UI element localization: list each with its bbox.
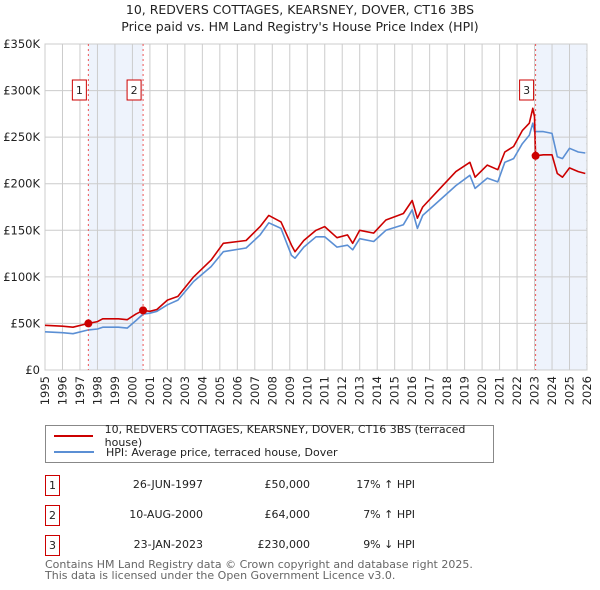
y-tick-label: £50K — [11, 316, 41, 330]
x-tick-label: 2019 — [458, 376, 472, 405]
transaction-date: 10-AUG-2000 — [129, 508, 203, 521]
transaction-row: 1 26-JUN-1997 £50,000 17% ↑ HPI — [45, 475, 445, 496]
y-tick-label: £300K — [3, 84, 40, 98]
legend-label: HPI: Average price, terraced house, Dove… — [106, 445, 338, 459]
x-tick-label: 2021 — [493, 376, 507, 405]
x-tick-label: 2015 — [388, 376, 402, 405]
y-tick-label: £350K — [3, 37, 40, 51]
x-tick-label: 2022 — [510, 376, 524, 405]
sale-point — [531, 151, 540, 160]
legend-item-property: 10, REDVERS COTTAGES, KEARSNEY, DOVER, C… — [54, 423, 493, 449]
legend-item-hpi: HPI: Average price, terraced house, Dove… — [54, 444, 338, 460]
legend-swatch-blue — [54, 451, 94, 453]
transaction-date: 26-JUN-1997 — [132, 478, 203, 491]
plot-border — [44, 43, 588, 371]
chart-subtitle: Price paid vs. HM Land Registry's House … — [121, 19, 479, 34]
footer: Contains HM Land Registry data © Crown c… — [45, 559, 473, 581]
sale-point — [139, 306, 148, 315]
y-tick-label: £150K — [3, 223, 40, 237]
x-tick-label: 2014 — [370, 376, 384, 405]
x-tick-label: 2003 — [178, 376, 192, 405]
x-tick-label: 2024 — [545, 376, 559, 405]
x-tick-label: 1998 — [90, 376, 104, 405]
sale-label: 3 — [523, 84, 530, 97]
transaction-hpi: 17% ↑ HPI — [356, 478, 415, 491]
chart-legend: 10, REDVERS COTTAGES, KEARSNEY, DOVER, C… — [45, 423, 494, 463]
y-tick-label: £100K — [3, 270, 40, 284]
x-tick-label: 2018 — [440, 376, 454, 405]
transaction-hpi: 7% ↑ HPI — [363, 508, 415, 521]
sale-period-shade — [535, 44, 587, 370]
x-tick-label: 2012 — [335, 376, 349, 405]
x-tick-label: 2010 — [300, 376, 314, 405]
x-tick-label: 2006 — [230, 376, 244, 405]
x-tick-label: 2017 — [423, 376, 437, 405]
x-tick-label: 2002 — [160, 376, 174, 405]
x-tick-label: 1996 — [55, 376, 69, 405]
x-tick-label: 2009 — [283, 376, 297, 405]
y-tick-label: £0 — [25, 363, 40, 377]
transaction-row: 3 23-JAN-2023 £230,000 9% ↓ HPI — [45, 535, 445, 556]
x-tick-label: 2026 — [580, 376, 594, 405]
y-tick-label: £250K — [3, 130, 40, 144]
transaction-hpi: 9% ↓ HPI — [363, 538, 415, 551]
x-tick-label: 2008 — [265, 376, 279, 405]
sale-label: 2 — [131, 84, 138, 97]
x-tick-label: 1999 — [108, 376, 122, 405]
x-tick-label: 2011 — [318, 376, 332, 405]
x-tick-label: 2000 — [125, 376, 139, 405]
transaction-price: £50,000 — [264, 478, 311, 491]
footer-copyright: Contains HM Land Registry data © Crown c… — [45, 558, 473, 571]
sale-label-box — [519, 79, 535, 101]
x-tick-label: 2005 — [213, 376, 227, 405]
transaction-price: £64,000 — [264, 508, 311, 521]
sale-label: 1 — [76, 84, 83, 97]
x-tick-label: 2025 — [563, 376, 577, 405]
x-tick-label: 1995 — [38, 376, 52, 405]
x-tick-label: 1997 — [73, 376, 87, 405]
x-tick-label: 2023 — [528, 376, 542, 405]
transaction-date: 23-JAN-2023 — [133, 538, 203, 551]
sale-label-box — [126, 79, 142, 101]
transaction-number: 1 — [45, 475, 60, 496]
sale-point — [84, 319, 93, 328]
y-tick-label: £200K — [3, 177, 40, 191]
price-chart: 1995 1996 1997 1998 1999 2000 2001 2002 2003 2004… — [3, 37, 594, 405]
x-tick-label: 2020 — [475, 376, 489, 405]
transaction-number: 3 — [45, 535, 60, 556]
transaction-number: 2 — [45, 505, 60, 526]
x-tick-label: 2013 — [353, 376, 367, 405]
x-tick-label: 2001 — [143, 376, 157, 405]
x-tick-label: 2007 — [248, 376, 262, 405]
transaction-price: £230,000 — [257, 538, 311, 551]
chart-title: 10, REDVERS COTTAGES, KEARSNEY, DOVER, C… — [125, 2, 475, 17]
legend-swatch-red — [54, 435, 93, 437]
transaction-row: 2 10-AUG-2000 £64,000 7% ↑ HPI — [45, 505, 445, 526]
footer-licence: This data is licensed under the Open Gov… — [45, 569, 396, 582]
x-tick-label: 2004 — [195, 376, 209, 405]
sale-label-box — [71, 79, 87, 101]
x-tick-label: 2016 — [405, 376, 419, 405]
legend-label: 10, REDVERS COTTAGES, KEARSNEY, DOVER, C… — [104, 423, 466, 449]
